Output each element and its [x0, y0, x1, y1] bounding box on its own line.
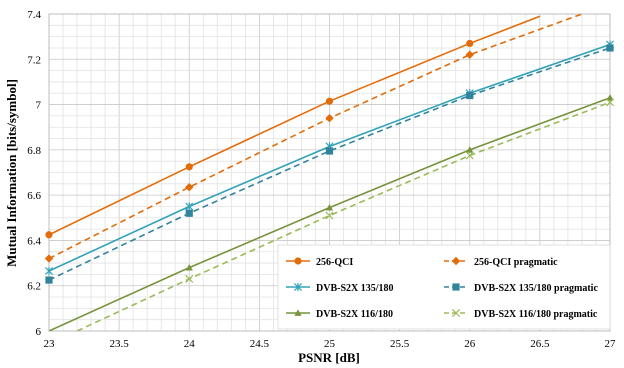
data-point-5 — [185, 264, 193, 271]
data-point-2 — [325, 113, 334, 123]
data-point-4 — [606, 44, 614, 52]
legend-label-3: DVB-S2X 135/180 — [316, 283, 394, 294]
legend-label-2: 256-QCI pragmatic — [474, 257, 558, 268]
data-point-4 — [325, 147, 334, 155]
data-point-6 — [325, 211, 334, 220]
series-markers — [44, 39, 615, 284]
data-point-1 — [466, 39, 474, 48]
data-point-6 — [465, 151, 474, 160]
legend-marker-4 — [452, 283, 460, 291]
x-tick-labels: 23 23.5 24 24.5 25 25.5 26 26.5 27 — [44, 338, 617, 350]
y-tick-label: 6.8 — [27, 145, 41, 157]
data-point-1 — [325, 97, 334, 105]
data-point-2 — [185, 183, 194, 192]
data-point-6 — [185, 274, 194, 283]
x-tick-label: 23 — [44, 338, 56, 350]
legend: 256-QCI 256-QCI pragmatic DVB-S2X 135/180 D… — [277, 244, 611, 330]
plot-area-border — [48, 13, 611, 332]
legend-marker-1 — [294, 257, 302, 265]
data-point-1 — [185, 163, 193, 171]
x-axis-title: PSNR [dB] — [298, 350, 360, 365]
legend-marker-2 — [451, 256, 461, 266]
legend-label-4: DVB-S2X 135/180 pragmatic — [474, 283, 598, 294]
data-point-3 — [44, 266, 54, 276]
x-tick-label: 23.5 — [110, 338, 130, 350]
legend-marker-6 — [451, 308, 461, 318]
x-tick-label: 25 — [324, 338, 336, 350]
data-point-5 — [606, 94, 614, 101]
series-line-6 — [76, 101, 610, 331]
data-point-4 — [466, 91, 474, 100]
data-point-5 — [325, 203, 334, 211]
legend-label-5: DVB-S2X 116/180 — [316, 309, 393, 320]
data-point-3 — [185, 202, 194, 211]
data-point-2 — [44, 254, 54, 263]
data-point-4 — [185, 209, 193, 217]
y-tick-label: 6.4 — [27, 235, 41, 247]
series-line-1 — [49, 15, 541, 236]
x-tick-label: 24.5 — [250, 338, 270, 350]
data-point-4 — [45, 276, 53, 284]
x-tick-label: 27 — [605, 338, 617, 350]
legend-marker-5 — [294, 309, 302, 316]
x-tick-label: 26.5 — [530, 338, 550, 350]
x-tick-label: 26 — [464, 338, 476, 350]
y-tick-label: 6 — [36, 326, 42, 338]
legend-marker-3 — [293, 282, 303, 292]
y-tick-labels: 6 6.2 6.4 6.6 6.8 7 7.2 7.4 — [27, 9, 41, 338]
x-tick-label: 24 — [184, 338, 196, 350]
legend-label-1: 256-QCI — [316, 257, 353, 268]
series-line-4 — [49, 47, 610, 281]
y-tick-label: 7 — [36, 100, 42, 112]
data-point-1 — [45, 231, 53, 239]
y-tick-label: 6.6 — [27, 190, 41, 202]
data-point-2 — [465, 50, 474, 59]
y-axis-title: Mutual Information [bits/symbol] — [4, 79, 19, 267]
y-tick-label: 6.2 — [27, 281, 41, 293]
x-tick-label: 25.5 — [390, 338, 410, 350]
data-point-5 — [466, 146, 474, 153]
y-tick-label: 7.4 — [27, 9, 41, 21]
data-point-6 — [605, 98, 615, 107]
legend-label-6: DVB-S2X 116/180 pragmatic — [474, 309, 598, 320]
y-tick-label: 7.2 — [27, 54, 41, 66]
